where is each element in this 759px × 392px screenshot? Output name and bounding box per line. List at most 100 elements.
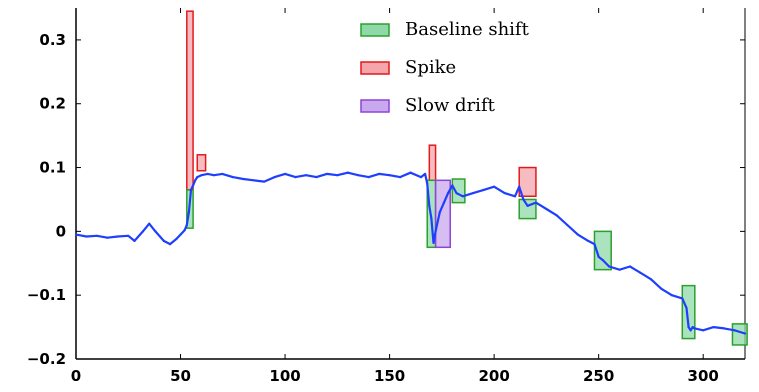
- series-point: [432, 241, 435, 244]
- y-tick-label: −0.1: [27, 286, 66, 304]
- series-point: [503, 191, 506, 195]
- legend-label: Slow drift: [405, 95, 496, 116]
- series-point: [133, 239, 136, 243]
- series-point: [378, 172, 381, 176]
- series-point: [518, 185, 521, 188]
- y-tick-label: 0.3: [39, 31, 66, 49]
- x-tick-label: 150: [374, 367, 405, 385]
- series-point: [482, 188, 485, 191]
- legend-swatch: [360, 23, 390, 37]
- series-point: [428, 204, 431, 207]
- series-point: [434, 230, 437, 233]
- annotation-box-spike: [186, 10, 194, 191]
- series-point: [294, 176, 297, 179]
- series-point: [685, 306, 688, 310]
- series-point: [388, 174, 391, 177]
- x-tick-label: 200: [478, 367, 509, 385]
- series-point: [526, 204, 529, 207]
- series-point: [733, 329, 736, 332]
- series-point: [424, 172, 427, 176]
- series-point: [451, 184, 454, 187]
- series-point: [148, 222, 151, 225]
- series-point: [438, 211, 441, 214]
- series-point: [168, 243, 172, 246]
- series-point: [670, 294, 673, 297]
- series-point: [242, 177, 245, 181]
- series-point: [189, 188, 193, 191]
- series-point: [513, 195, 517, 198]
- series-point: [597, 255, 600, 258]
- series-point: [409, 171, 412, 174]
- annotation-box-baseline-shift: [731, 323, 748, 346]
- annotation-box-spike: [196, 154, 207, 172]
- series-point: [601, 258, 604, 262]
- series-point: [252, 179, 255, 182]
- series-point: [95, 234, 99, 237]
- series-point: [455, 191, 458, 195]
- series-point: [493, 185, 496, 188]
- series-point: [691, 325, 694, 329]
- annotation-box-baseline-shift: [518, 198, 537, 220]
- series-point: [702, 329, 705, 332]
- annotation-box-baseline-shift: [681, 284, 696, 340]
- series-point: [693, 327, 696, 330]
- series-point: [194, 179, 197, 182]
- legend-label: Spike: [405, 57, 456, 78]
- series-point: [116, 235, 119, 238]
- annotation-box-slow-drift: [434, 179, 451, 249]
- series-point: [127, 234, 130, 237]
- y-tick-label: 0.2: [39, 95, 66, 113]
- series-point: [593, 243, 596, 246]
- series-point: [743, 332, 747, 335]
- legend: Baseline shift Spike Slow drift: [360, 19, 530, 116]
- y-tick-label: −0.2: [27, 350, 66, 368]
- series-point: [534, 201, 538, 204]
- y-tick-label: 0: [56, 222, 66, 240]
- series-point: [576, 233, 579, 236]
- series-point: [681, 297, 684, 300]
- series-point: [660, 287, 663, 290]
- series-point: [628, 265, 632, 268]
- series-point: [85, 235, 88, 238]
- series-point: [183, 228, 186, 232]
- series-point: [263, 180, 266, 183]
- series-point: [608, 265, 611, 268]
- series-point: [162, 239, 165, 243]
- series-point: [179, 233, 182, 236]
- series-point: [555, 214, 558, 217]
- series-point: [587, 239, 590, 243]
- annotation-box-baseline-shift: [593, 230, 612, 271]
- legend-label: Baseline shift: [405, 19, 530, 40]
- series-point: [357, 174, 360, 177]
- series-point: [315, 176, 318, 179]
- series-point: [196, 176, 199, 179]
- series-point: [430, 217, 433, 220]
- series-point: [649, 278, 653, 281]
- series-point: [545, 207, 548, 211]
- series-point: [447, 191, 450, 195]
- x-tick-label: 300: [688, 367, 719, 385]
- legend-swatch: [360, 99, 390, 113]
- x-tick-label: 0: [71, 367, 81, 385]
- series-point: [419, 176, 423, 179]
- x-tick-label: 100: [269, 367, 300, 385]
- series-point: [175, 237, 178, 241]
- series-point: [687, 325, 690, 329]
- series-point: [722, 327, 726, 330]
- series-point: [461, 195, 464, 198]
- series-point: [200, 174, 203, 177]
- series-point: [336, 174, 339, 177]
- series-point: [212, 174, 216, 177]
- series-point: [221, 172, 224, 176]
- series-point: [231, 176, 234, 179]
- series-point: [304, 174, 308, 177]
- series-point: [712, 325, 715, 329]
- series-point: [522, 198, 525, 201]
- series-point: [187, 211, 190, 214]
- series-point: [472, 191, 475, 195]
- series-point: [442, 201, 446, 204]
- series-point: [185, 223, 188, 227]
- series-point: [689, 329, 692, 332]
- series-point: [426, 182, 429, 185]
